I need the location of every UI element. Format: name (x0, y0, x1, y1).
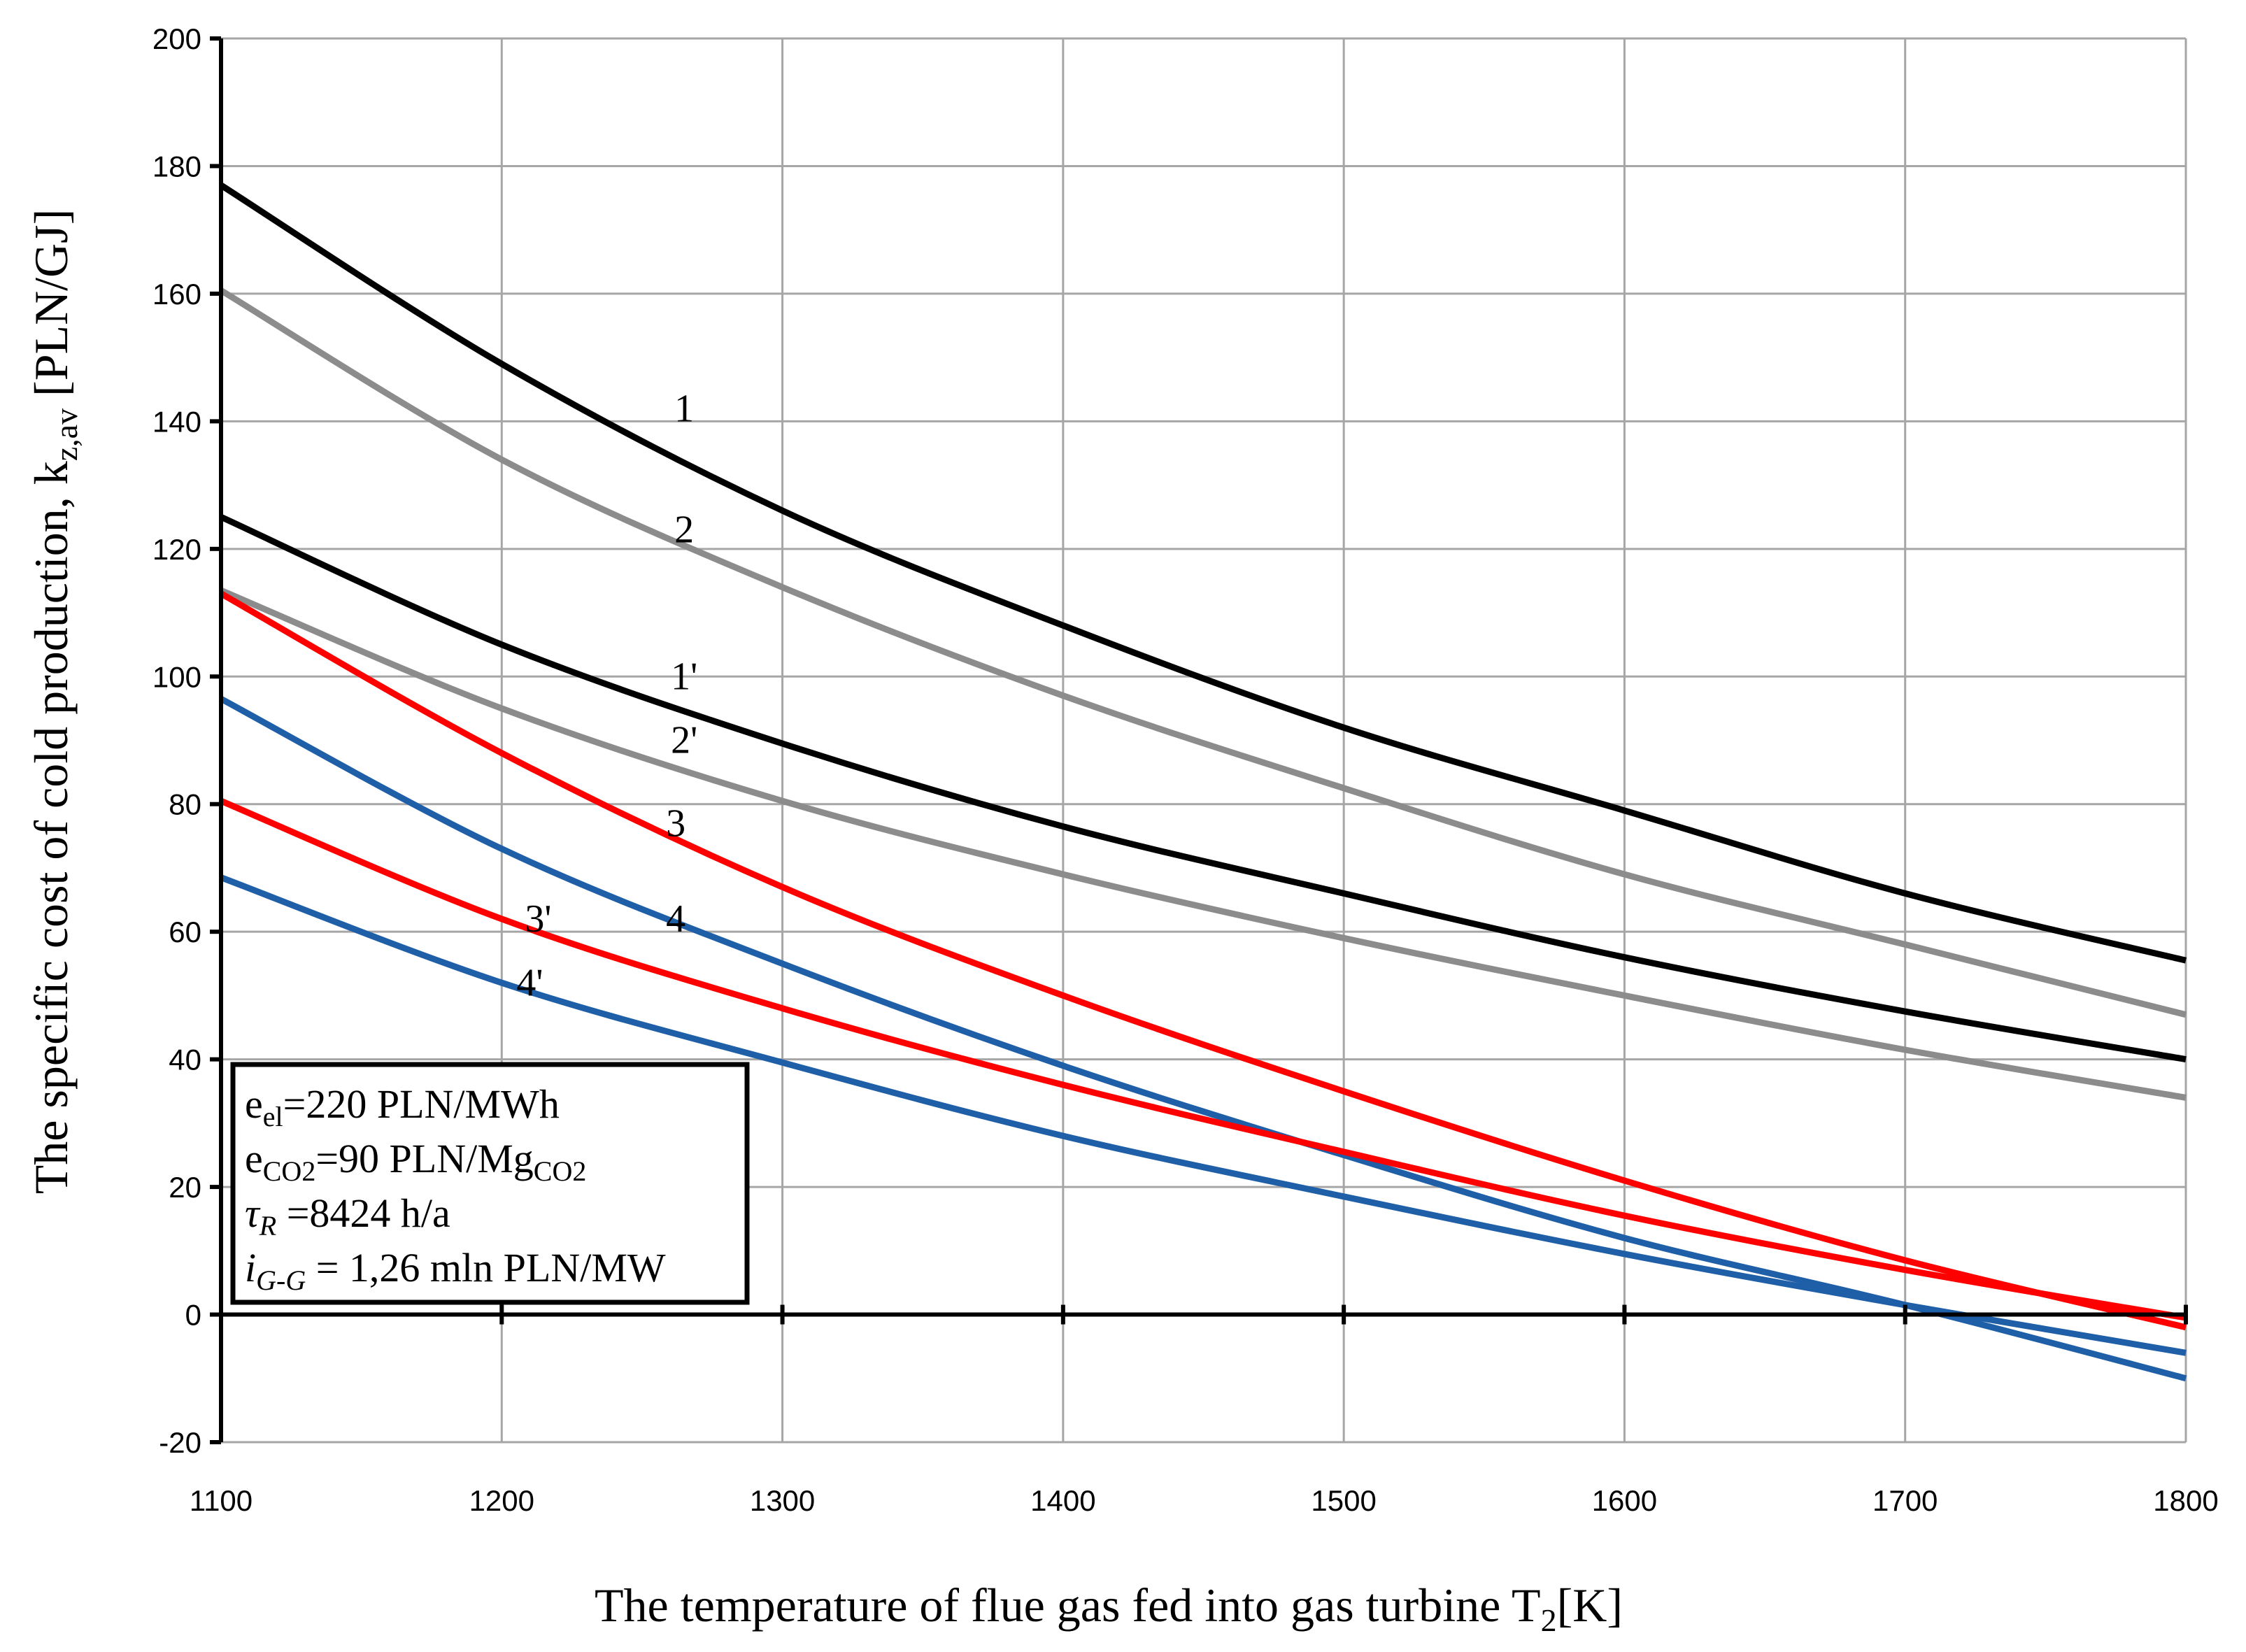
x-tick-label: 1500 (1311, 1484, 1376, 1517)
y-tick-label: 100 (152, 660, 201, 693)
series-line-2p (220, 587, 2187, 1101)
info-box: eel=220 PLN/MWh eCO2=90 PLN/MgCO2 τR =84… (230, 1062, 750, 1305)
curve-label: 4' (516, 961, 543, 1004)
x-axis-title: The temperature of flue gas fed into gas… (595, 1579, 1623, 1638)
y-tick-label: 20 (169, 1171, 201, 1204)
y-tick-labels: -20 0 20 40 60 80 100 120 140 160 180 200 (152, 22, 201, 1459)
curve-label: 1' (671, 655, 697, 699)
x-tick-label: 1800 (2153, 1484, 2218, 1517)
info-line-tau: τR =8424 h/a (245, 1190, 450, 1241)
x-tick-label: 1100 (190, 1484, 253, 1517)
series-line-3p (220, 798, 2187, 1321)
curve-label: 2 (674, 508, 694, 552)
x-tick-label: 1400 (1030, 1484, 1095, 1517)
curve-label: 3' (525, 897, 551, 941)
info-box-frame (230, 1062, 750, 1305)
x-tick-label: 1700 (1872, 1484, 1938, 1517)
y-tick-label: -20 (159, 1426, 201, 1459)
info-line-co2: eCO2=90 PLN/MgCO2 (245, 1136, 586, 1187)
axes (210, 36, 2188, 1444)
curve-label: 1 (674, 387, 694, 430)
y-axis-title: The specific cost of cold production, kz… (24, 209, 84, 1195)
y-tick-label: 140 (152, 405, 201, 438)
series-line-3 (219, 590, 2187, 1331)
y-tick-label: 80 (169, 788, 201, 821)
curve-label: 3 (666, 802, 685, 845)
info-line-el: eel=220 PLN/MWh (245, 1081, 560, 1132)
series-lines (219, 183, 2187, 1382)
series-line-2 (219, 287, 2187, 1018)
curve-labels: 1 2 1' 2' 3 4 3' 4' (516, 387, 697, 1004)
curve-label: 4 (666, 897, 685, 941)
y-tick-label: 120 (152, 533, 201, 566)
series-line-4p (220, 874, 2187, 1356)
x-tick-label: 1600 (1592, 1484, 1657, 1517)
series-line-1p (220, 514, 2187, 1063)
y-tick-label: 160 (152, 278, 201, 311)
x-tick-label: 1300 (750, 1484, 815, 1517)
curve-label: 2' (671, 719, 697, 762)
y-tick-label: 180 (152, 150, 201, 183)
y-tick-label: 0 (185, 1299, 201, 1332)
info-line-igg: iG-G = 1,26 mln PLN/MW (245, 1245, 666, 1296)
series-line-1 (219, 183, 2187, 964)
y-tick-label: 200 (152, 22, 201, 55)
y-tick-label: 40 (169, 1044, 201, 1076)
y-tick-label: 60 (169, 916, 201, 948)
x-tick-label: 1200 (469, 1484, 534, 1517)
x-tick-labels: 1100 1200 1300 1400 1500 1600 1700 1800 (190, 1484, 2219, 1517)
